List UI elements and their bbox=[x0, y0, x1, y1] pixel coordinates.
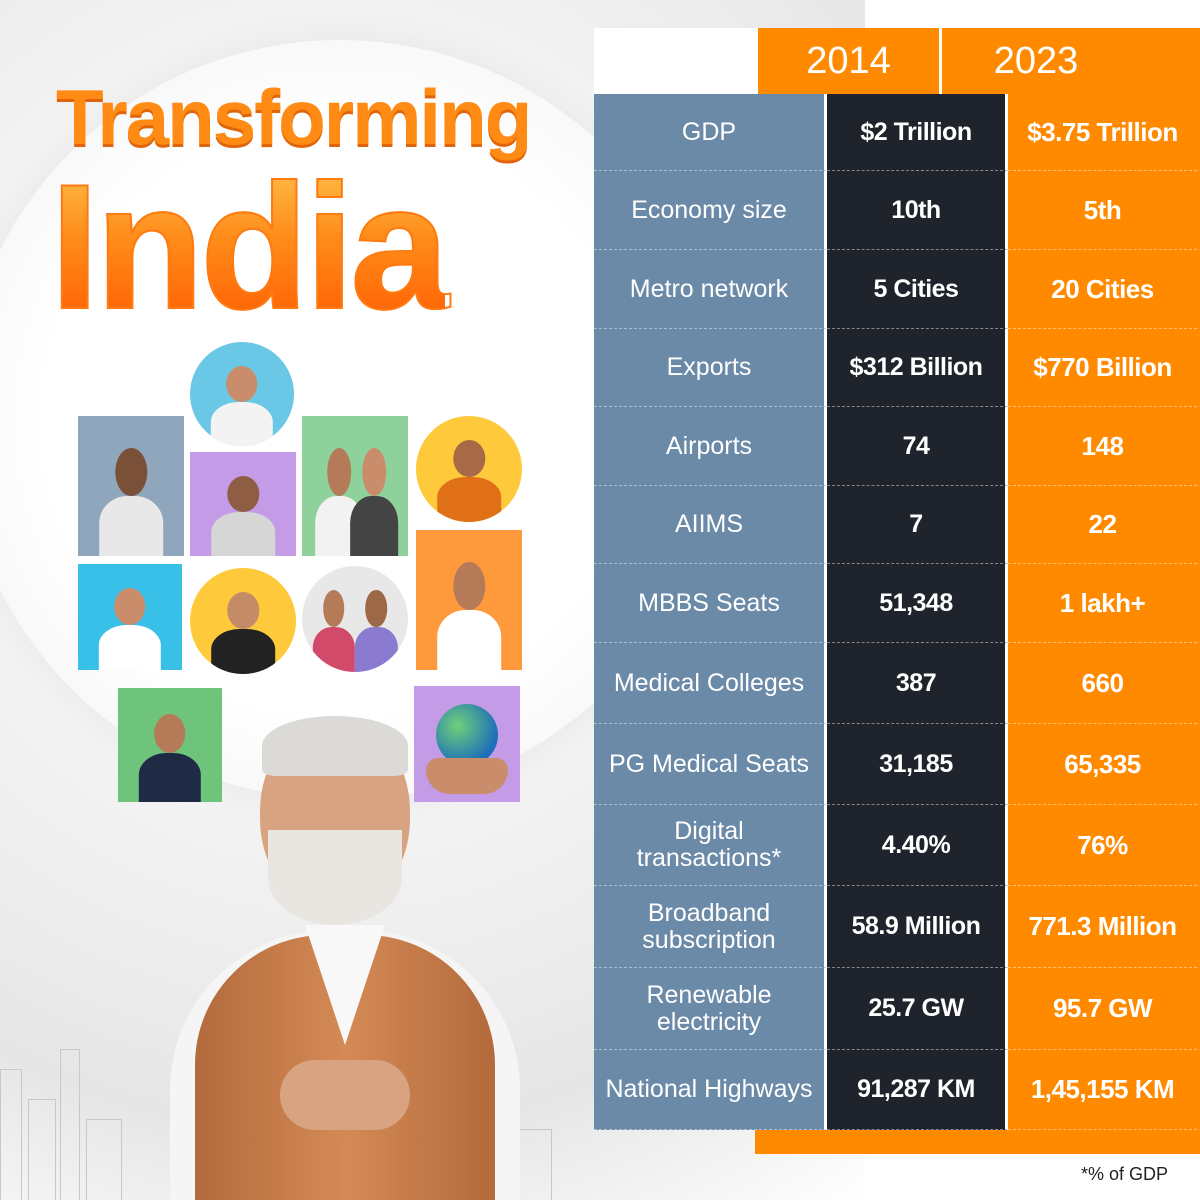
photo-family bbox=[302, 566, 408, 672]
table-row: Metro network 5 Cities 20 Cities bbox=[594, 250, 1200, 329]
value-2014: 31,185 bbox=[827, 724, 1008, 805]
header-year-2014: 2014 bbox=[755, 28, 942, 94]
value-2023: 20 Cities bbox=[1008, 250, 1197, 329]
row-label: National Highways bbox=[594, 1050, 827, 1130]
value-2023: $3.75 Trillion bbox=[1008, 94, 1197, 171]
table-row: National Highways 91,287 KM 1,45,155 KM bbox=[594, 1050, 1200, 1130]
value-2014: 51,348 bbox=[827, 564, 1008, 643]
value-2023: 148 bbox=[1008, 407, 1197, 486]
row-label: Exports bbox=[594, 329, 827, 407]
value-2023: 76% bbox=[1008, 805, 1197, 886]
value-2014: 5 Cities bbox=[827, 250, 1008, 329]
value-2014: $2 Trillion bbox=[827, 94, 1008, 171]
photo-woman-calculator bbox=[190, 342, 294, 446]
table-header: 2014 2023 bbox=[594, 28, 1200, 94]
value-2014: 74 bbox=[827, 407, 1008, 486]
value-2014: 4.40% bbox=[827, 805, 1008, 886]
table-row: Exports $312 Billion $770 Billion bbox=[594, 329, 1200, 407]
globe-icon bbox=[436, 704, 498, 766]
value-2023: $770 Billion bbox=[1008, 329, 1197, 407]
value-2023: 5th bbox=[1008, 171, 1197, 250]
table-row: GDP $2 Trillion $3.75 Trillion bbox=[594, 94, 1200, 171]
row-label: Digital transactions* bbox=[594, 805, 827, 886]
value-2014: 387 bbox=[827, 643, 1008, 724]
photo-doctor bbox=[78, 564, 182, 670]
value-2014: 7 bbox=[827, 486, 1008, 564]
value-2023: 95.7 GW bbox=[1008, 968, 1197, 1050]
leader-portrait bbox=[150, 700, 540, 1200]
value-2023: 771.3 Million bbox=[1008, 886, 1197, 968]
row-label: Airports bbox=[594, 407, 827, 486]
table-row: Digital transactions* 4.40% 76% bbox=[594, 805, 1200, 886]
table-row: PG Medical Seats 31,185 65,335 bbox=[594, 724, 1200, 805]
row-label: GDP bbox=[594, 94, 827, 171]
header-year-2023: 2023 bbox=[942, 28, 1130, 94]
table-row: Economy size 10th 5th bbox=[594, 171, 1200, 250]
value-2014: 25.7 GW bbox=[827, 968, 1008, 1050]
photo-professional-woman bbox=[118, 688, 222, 802]
title-line-1: Transforming bbox=[56, 73, 532, 161]
value-2014: $312 Billion bbox=[827, 329, 1008, 407]
row-label: Broadband subscription bbox=[594, 886, 827, 968]
table-row: Renewable electricity 25.7 GW 95.7 GW bbox=[594, 968, 1200, 1050]
table-row: MBBS Seats 51,348 1 lakh+ bbox=[594, 564, 1200, 643]
value-2014: 10th bbox=[827, 171, 1008, 250]
row-label: Economy size bbox=[594, 171, 827, 250]
comparison-table: 2014 2023 GDP $2 Trillion $3.75 Trillion… bbox=[594, 28, 1200, 1130]
value-2014: 58.9 Million bbox=[827, 886, 1008, 968]
photo-businessman bbox=[190, 568, 296, 674]
table-row: AIIMS 7 22 bbox=[594, 486, 1200, 564]
value-2023: 660 bbox=[1008, 643, 1197, 724]
row-label: Metro network bbox=[594, 250, 827, 329]
row-label: AIIMS bbox=[594, 486, 827, 564]
value-2023: 1,45,155 KM bbox=[1008, 1050, 1197, 1130]
value-2023: 1 lakh+ bbox=[1008, 564, 1197, 643]
hands-icon bbox=[426, 758, 508, 794]
title-line-2: India bbox=[49, 147, 450, 346]
row-label: PG Medical Seats bbox=[594, 724, 827, 805]
photo-student bbox=[416, 530, 522, 670]
photo-young-couple bbox=[302, 416, 408, 556]
footnote: *% of GDP bbox=[1080, 1164, 1168, 1184]
value-2023: 22 bbox=[1008, 486, 1197, 564]
row-label: Renewable electricity bbox=[594, 968, 827, 1050]
value-2014: 91,287 KM bbox=[827, 1050, 1008, 1130]
photo-earth-in-hands bbox=[414, 686, 520, 802]
row-label: Medical Colleges bbox=[594, 643, 827, 724]
table-row: Medical Colleges 387 660 bbox=[594, 643, 1200, 724]
photo-mother-child bbox=[416, 416, 522, 522]
value-2023: 65,335 bbox=[1008, 724, 1197, 805]
photo-elderly-farmer bbox=[78, 416, 184, 556]
table-row: Broadband subscription 58.9 Million 771.… bbox=[594, 886, 1200, 968]
table-row: Airports 74 148 bbox=[594, 407, 1200, 486]
row-label: MBBS Seats bbox=[594, 564, 827, 643]
photo-elderly-man bbox=[190, 452, 296, 556]
